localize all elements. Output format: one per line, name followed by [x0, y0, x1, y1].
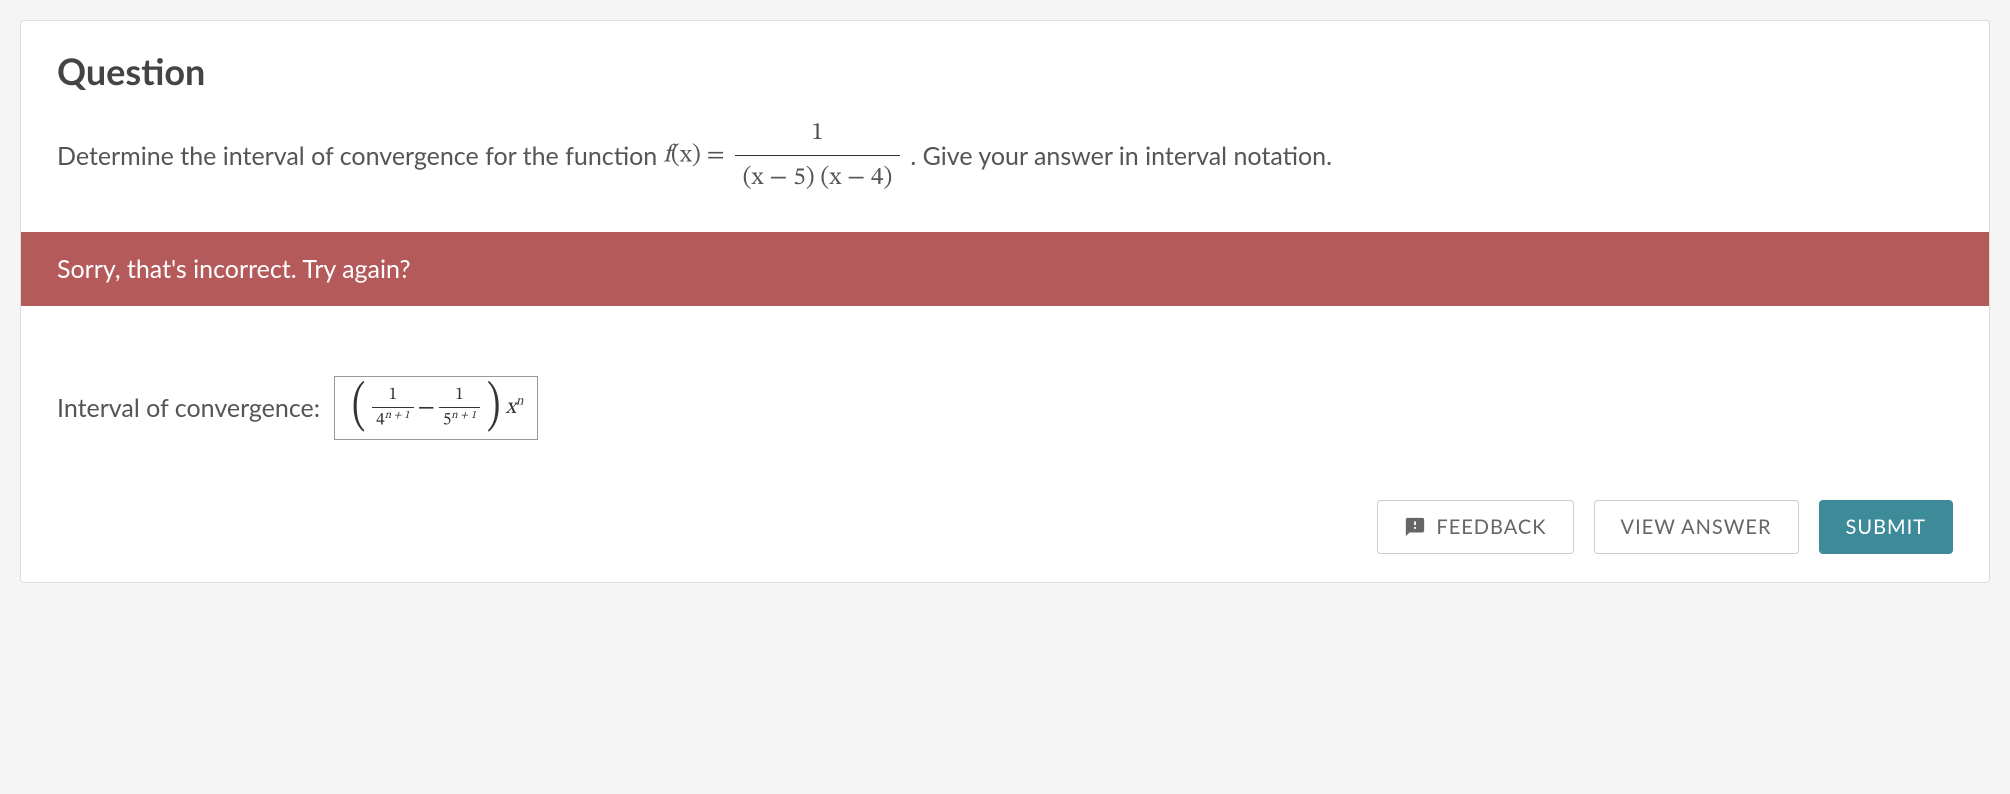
- answer-label: Interval of convergence:: [57, 393, 320, 423]
- x-power-n: xn: [505, 394, 523, 422]
- question-title: Question: [57, 49, 1953, 93]
- minus-sign: −: [418, 393, 435, 423]
- feedback-banner: Sorry, that's incorrect. Try again?: [21, 232, 1989, 306]
- answer-input[interactable]: ( 1 4n + 1 − 1 5n + 1 ) xn: [334, 376, 538, 440]
- answer-row: Interval of convergence: ( 1 4n + 1 − 1 …: [57, 376, 1953, 440]
- feedback-message: Sorry, that's incorrect. Try again?: [57, 254, 411, 284]
- question-prompt: Determine the interval of convergence fo…: [57, 113, 1953, 222]
- submit-button[interactable]: SUBMIT: [1819, 500, 1953, 554]
- feedback-button-label: FEEDBACK: [1436, 515, 1546, 539]
- right-paren: ): [487, 386, 500, 429]
- prompt-suffix: . Give your answer in interval notation.: [910, 136, 1332, 176]
- button-row: FEEDBACK VIEW ANSWER SUBMIT: [21, 470, 1989, 582]
- question-header: Question Determine the interval of conve…: [21, 21, 1989, 232]
- feedback-icon: [1404, 516, 1426, 538]
- term1-fraction: 1 4n + 1: [372, 385, 413, 432]
- function-fraction: 1 (x − 5) (x − 4): [735, 113, 901, 198]
- term2-fraction: 1 5n + 1: [439, 385, 480, 432]
- question-card: Question Determine the interval of conve…: [20, 20, 1990, 583]
- view-answer-button[interactable]: VIEW ANSWER: [1594, 500, 1799, 554]
- view-answer-label: VIEW ANSWER: [1621, 515, 1772, 539]
- prompt-prefix: Determine the interval of convergence fo…: [57, 136, 657, 176]
- answer-section: Interval of convergence: ( 1 4n + 1 − 1 …: [21, 306, 1989, 470]
- function-expression: f(x) = 1 (x − 5) (x − 4): [663, 113, 904, 198]
- left-paren: (: [352, 386, 365, 429]
- feedback-button[interactable]: FEEDBACK: [1377, 500, 1573, 554]
- submit-label: SUBMIT: [1846, 515, 1926, 539]
